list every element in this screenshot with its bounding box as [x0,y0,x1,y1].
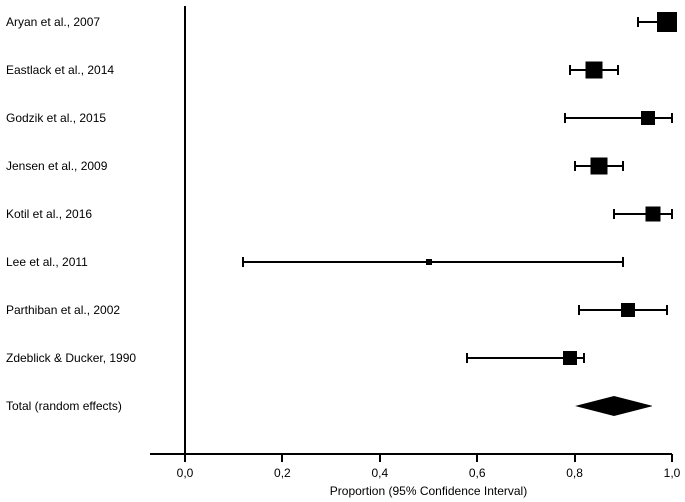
x-tick [574,454,576,462]
x-tick-label: 0,4 [371,466,388,480]
ci-cap-low [574,161,576,171]
study-label: Parthiban et al., 2002 [6,303,120,317]
point-marker [586,62,603,79]
ci-cap-high [622,257,624,267]
ci-cap-high [666,305,668,315]
study-label: Eastlack et al., 2014 [6,63,114,77]
ci-cap-high [617,65,619,75]
x-tick [476,454,478,462]
summary-label: Total (random effects) [6,399,122,413]
ci-cap-high [583,353,585,363]
study-label: Aryan et al., 2007 [6,15,100,29]
point-marker [621,303,635,317]
point-marker [563,351,577,365]
study-label: Godzik et al., 2015 [6,111,106,125]
x-axis-title: Proportion (95% Confidence Interval) [185,484,672,498]
study-label: Jensen et al., 2009 [6,159,107,173]
point-marker [645,207,660,222]
x-tick-label: 0,0 [177,466,194,480]
x-tick [281,454,283,462]
ci-line [614,213,672,215]
x-axis [150,453,672,455]
x-tick [379,454,381,462]
x-tick-label: 1,0 [664,466,681,480]
ci-cap-low [613,209,615,219]
x-tick [671,454,673,462]
ci-cap-low [564,113,566,123]
ci-line [243,261,623,263]
point-marker [657,12,677,32]
summary-diamond [575,396,653,416]
study-label: Kotil et al., 2016 [6,207,92,221]
x-tick-label: 0,6 [469,466,486,480]
ci-cap-high [671,209,673,219]
point-marker [426,259,432,265]
x-tick-label: 0,8 [566,466,583,480]
ci-cap-low [569,65,571,75]
ci-line [565,117,672,119]
ci-cap-high [671,113,673,123]
ci-cap-high [622,161,624,171]
y-axis [184,6,186,454]
ci-cap-low [466,353,468,363]
ci-cap-low [637,17,639,27]
forest-plot: 0,0 0,2 0,4 0,6 0,8 1,0 Proportion (95% Confid… [0,0,685,502]
ci-cap-low [242,257,244,267]
point-marker [590,158,607,175]
ci-cap-low [578,305,580,315]
x-tick-label: 0,2 [274,466,291,480]
study-label: Zdeblick & Ducker, 1990 [6,351,136,365]
x-tick [184,454,186,462]
point-marker [641,111,655,125]
study-label: Lee et al., 2011 [6,255,88,269]
